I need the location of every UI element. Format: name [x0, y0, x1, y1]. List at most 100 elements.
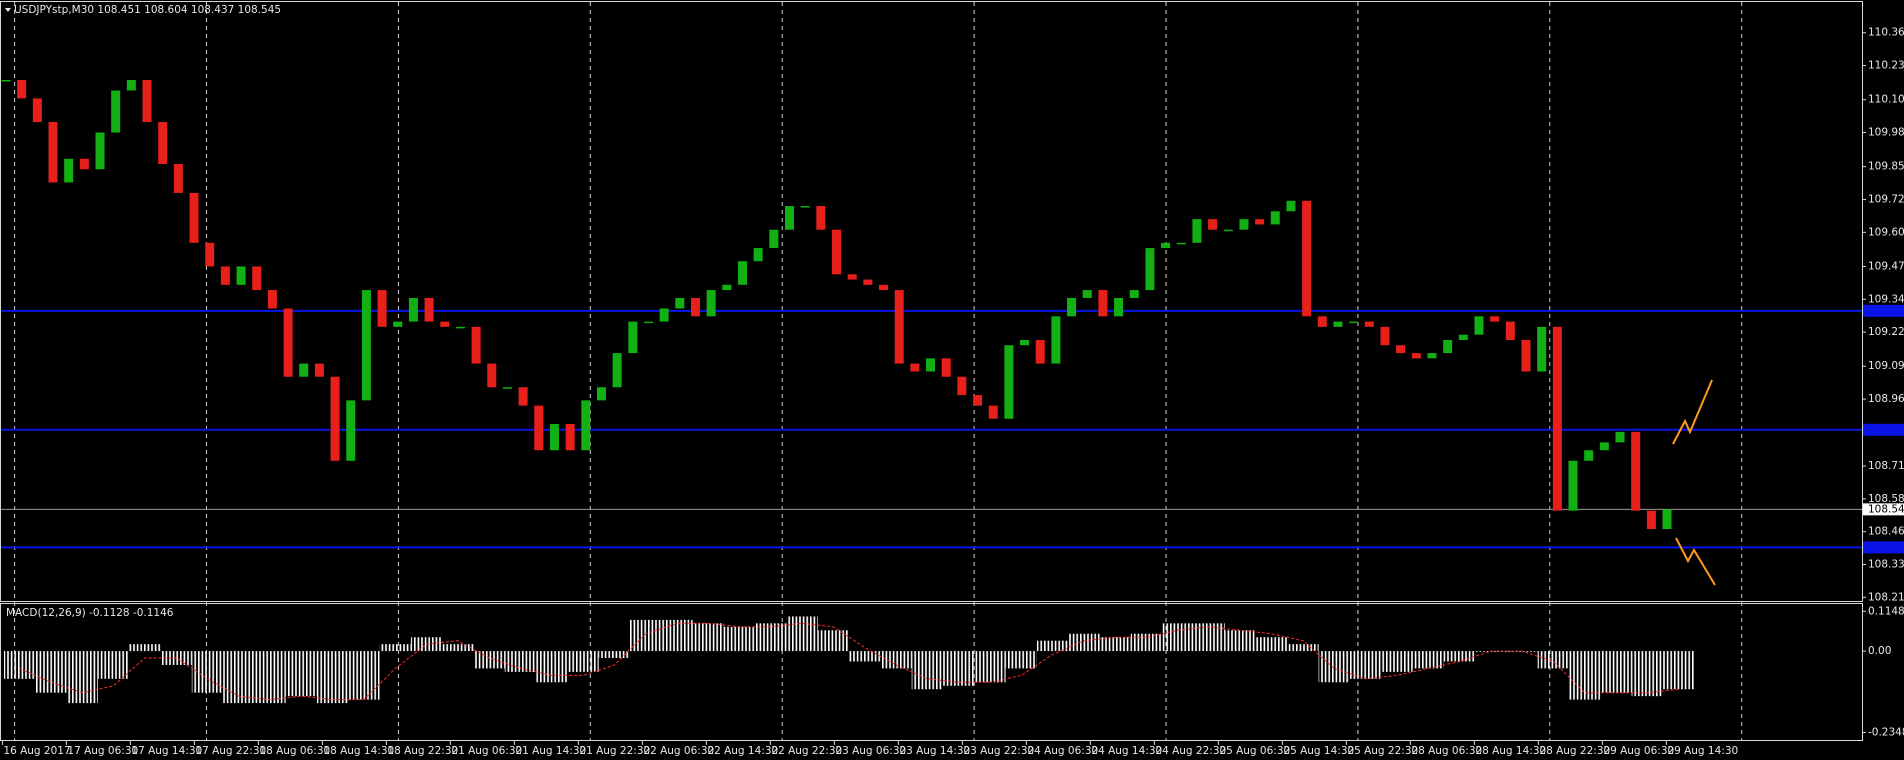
- candle: [189, 192, 199, 243]
- y-tick-label: 110.360: [1868, 27, 1904, 39]
- candle: [95, 132, 105, 170]
- candle: [1646, 510, 1656, 530]
- macd-histogram-bar: [254, 651, 286, 704]
- macd-histogram-bar: [1036, 640, 1069, 652]
- candle: [926, 358, 936, 372]
- candle: [737, 261, 747, 285]
- x-tick-label: 17 Aug 06:30: [67, 745, 138, 757]
- last-price-box: [1863, 503, 1904, 516]
- x-tick-label: 22 Aug 14:30: [707, 745, 778, 757]
- candle: [879, 284, 889, 291]
- macd-histogram-bar: [630, 619, 662, 652]
- candle: [220, 266, 230, 285]
- macd-histogram-bar: [129, 644, 161, 652]
- price-panel: 110.360 110.235 110.105 109.980 109.850 109.7…: [0, 27, 1904, 603]
- x-tick-label: 16 Aug 2017: [3, 745, 70, 757]
- x-tick-label: 28 Aug 14:30: [1475, 745, 1546, 757]
- candle: [612, 353, 622, 388]
- candle: [424, 297, 434, 322]
- candle: [675, 297, 685, 309]
- x-tick-label: 18 Aug 06:30: [259, 745, 330, 757]
- candle: [1474, 316, 1484, 335]
- time-grid: [14, 2, 1743, 741]
- candle: [1490, 316, 1500, 322]
- x-tick-label: 21 Aug 06:30: [451, 745, 522, 757]
- candle: [126, 79, 136, 91]
- level-price-box: [1863, 541, 1904, 554]
- macd-histogram-bar: [379, 644, 411, 652]
- candle: [17, 79, 27, 99]
- candle: [1427, 353, 1437, 359]
- candle: [1521, 339, 1531, 372]
- x-tick-label: 29 Aug 06:30: [1603, 745, 1674, 757]
- candle: [973, 395, 983, 406]
- candle: [628, 321, 638, 354]
- candle: [565, 424, 575, 451]
- y-tick-label: 0.1148: [1868, 605, 1904, 617]
- candle: [832, 229, 842, 275]
- macd-header: MACD(12,26,9) -0.1128 -0.1146: [6, 607, 174, 619]
- candle: [1035, 339, 1045, 364]
- candle: [361, 290, 371, 401]
- candle: [32, 98, 42, 123]
- macd-histogram-bar: [1068, 633, 1100, 652]
- candle: [1537, 326, 1547, 372]
- candle: [1161, 242, 1171, 249]
- candle: [1662, 509, 1672, 530]
- macd-histogram-bar: [66, 651, 98, 704]
- x-tick-label: 22 Aug 06:30: [643, 745, 714, 757]
- y-tick-label: 109.600: [1868, 226, 1904, 238]
- candle: [659, 308, 669, 322]
- macd-histogram-bar: [1099, 637, 1131, 652]
- candle: [111, 90, 121, 133]
- candle: [941, 358, 951, 377]
- x-tick-label: 25 Aug 14:30: [1283, 745, 1354, 757]
- x-tick-label: 22 Aug 22:30: [771, 745, 842, 757]
- candle: [816, 206, 826, 230]
- candle: [1552, 326, 1562, 511]
- candle: [643, 321, 653, 324]
- x-tick-label: 28 Aug 06:30: [1411, 745, 1482, 757]
- macd-histogram-bar: [692, 623, 724, 652]
- candle: [769, 229, 779, 249]
- candle: [408, 297, 418, 322]
- macd-histogram-bar: [598, 651, 630, 659]
- candle: [894, 290, 904, 364]
- candle: [1458, 334, 1468, 340]
- candle: [1176, 242, 1186, 245]
- macd-histogram-bar: [849, 651, 881, 662]
- candle: [252, 266, 262, 291]
- macd-histogram-bar: [567, 651, 599, 672]
- y-tick-label: 108.585: [1868, 493, 1904, 505]
- y-tick-label: 110.105: [1868, 94, 1904, 106]
- macd-histogram-bar: [723, 626, 756, 652]
- dropdown-icon[interactable]: [5, 8, 11, 12]
- candle: [988, 405, 998, 419]
- symbol-header: USDJPYstp,M30 108.451 108.604 108.437 10…: [14, 4, 281, 16]
- candle: [1145, 248, 1155, 291]
- macd-panel: 0.1148 0.00 -0.2348: [4, 605, 1904, 739]
- y-tick-label: 0.00: [1868, 645, 1891, 657]
- y-tick-label: 109.850: [1868, 161, 1904, 173]
- candle: [1255, 219, 1265, 225]
- macd-histogram-bar: [1537, 651, 1569, 669]
- y-tick-label: 109.980: [1868, 127, 1904, 139]
- y-tick-label: 108.460: [1868, 526, 1904, 538]
- x-tick-label: 25 Aug 22:30: [1347, 745, 1418, 757]
- y-tick-label: 110.235: [1868, 60, 1904, 72]
- y-tick-label: 109.470: [1868, 260, 1904, 272]
- candle: [1584, 450, 1594, 461]
- candle: [581, 400, 591, 451]
- candle: [1223, 229, 1233, 232]
- candle: [236, 266, 246, 285]
- macd-histogram-bar: [348, 651, 380, 700]
- candle: [377, 290, 387, 327]
- candle: [957, 376, 967, 396]
- macd-histogram-bar: [1224, 630, 1256, 652]
- macd-histogram-bar: [442, 644, 474, 652]
- candle: [1364, 321, 1374, 327]
- candle: [158, 122, 168, 165]
- macd-signal-line: [19, 622, 1679, 701]
